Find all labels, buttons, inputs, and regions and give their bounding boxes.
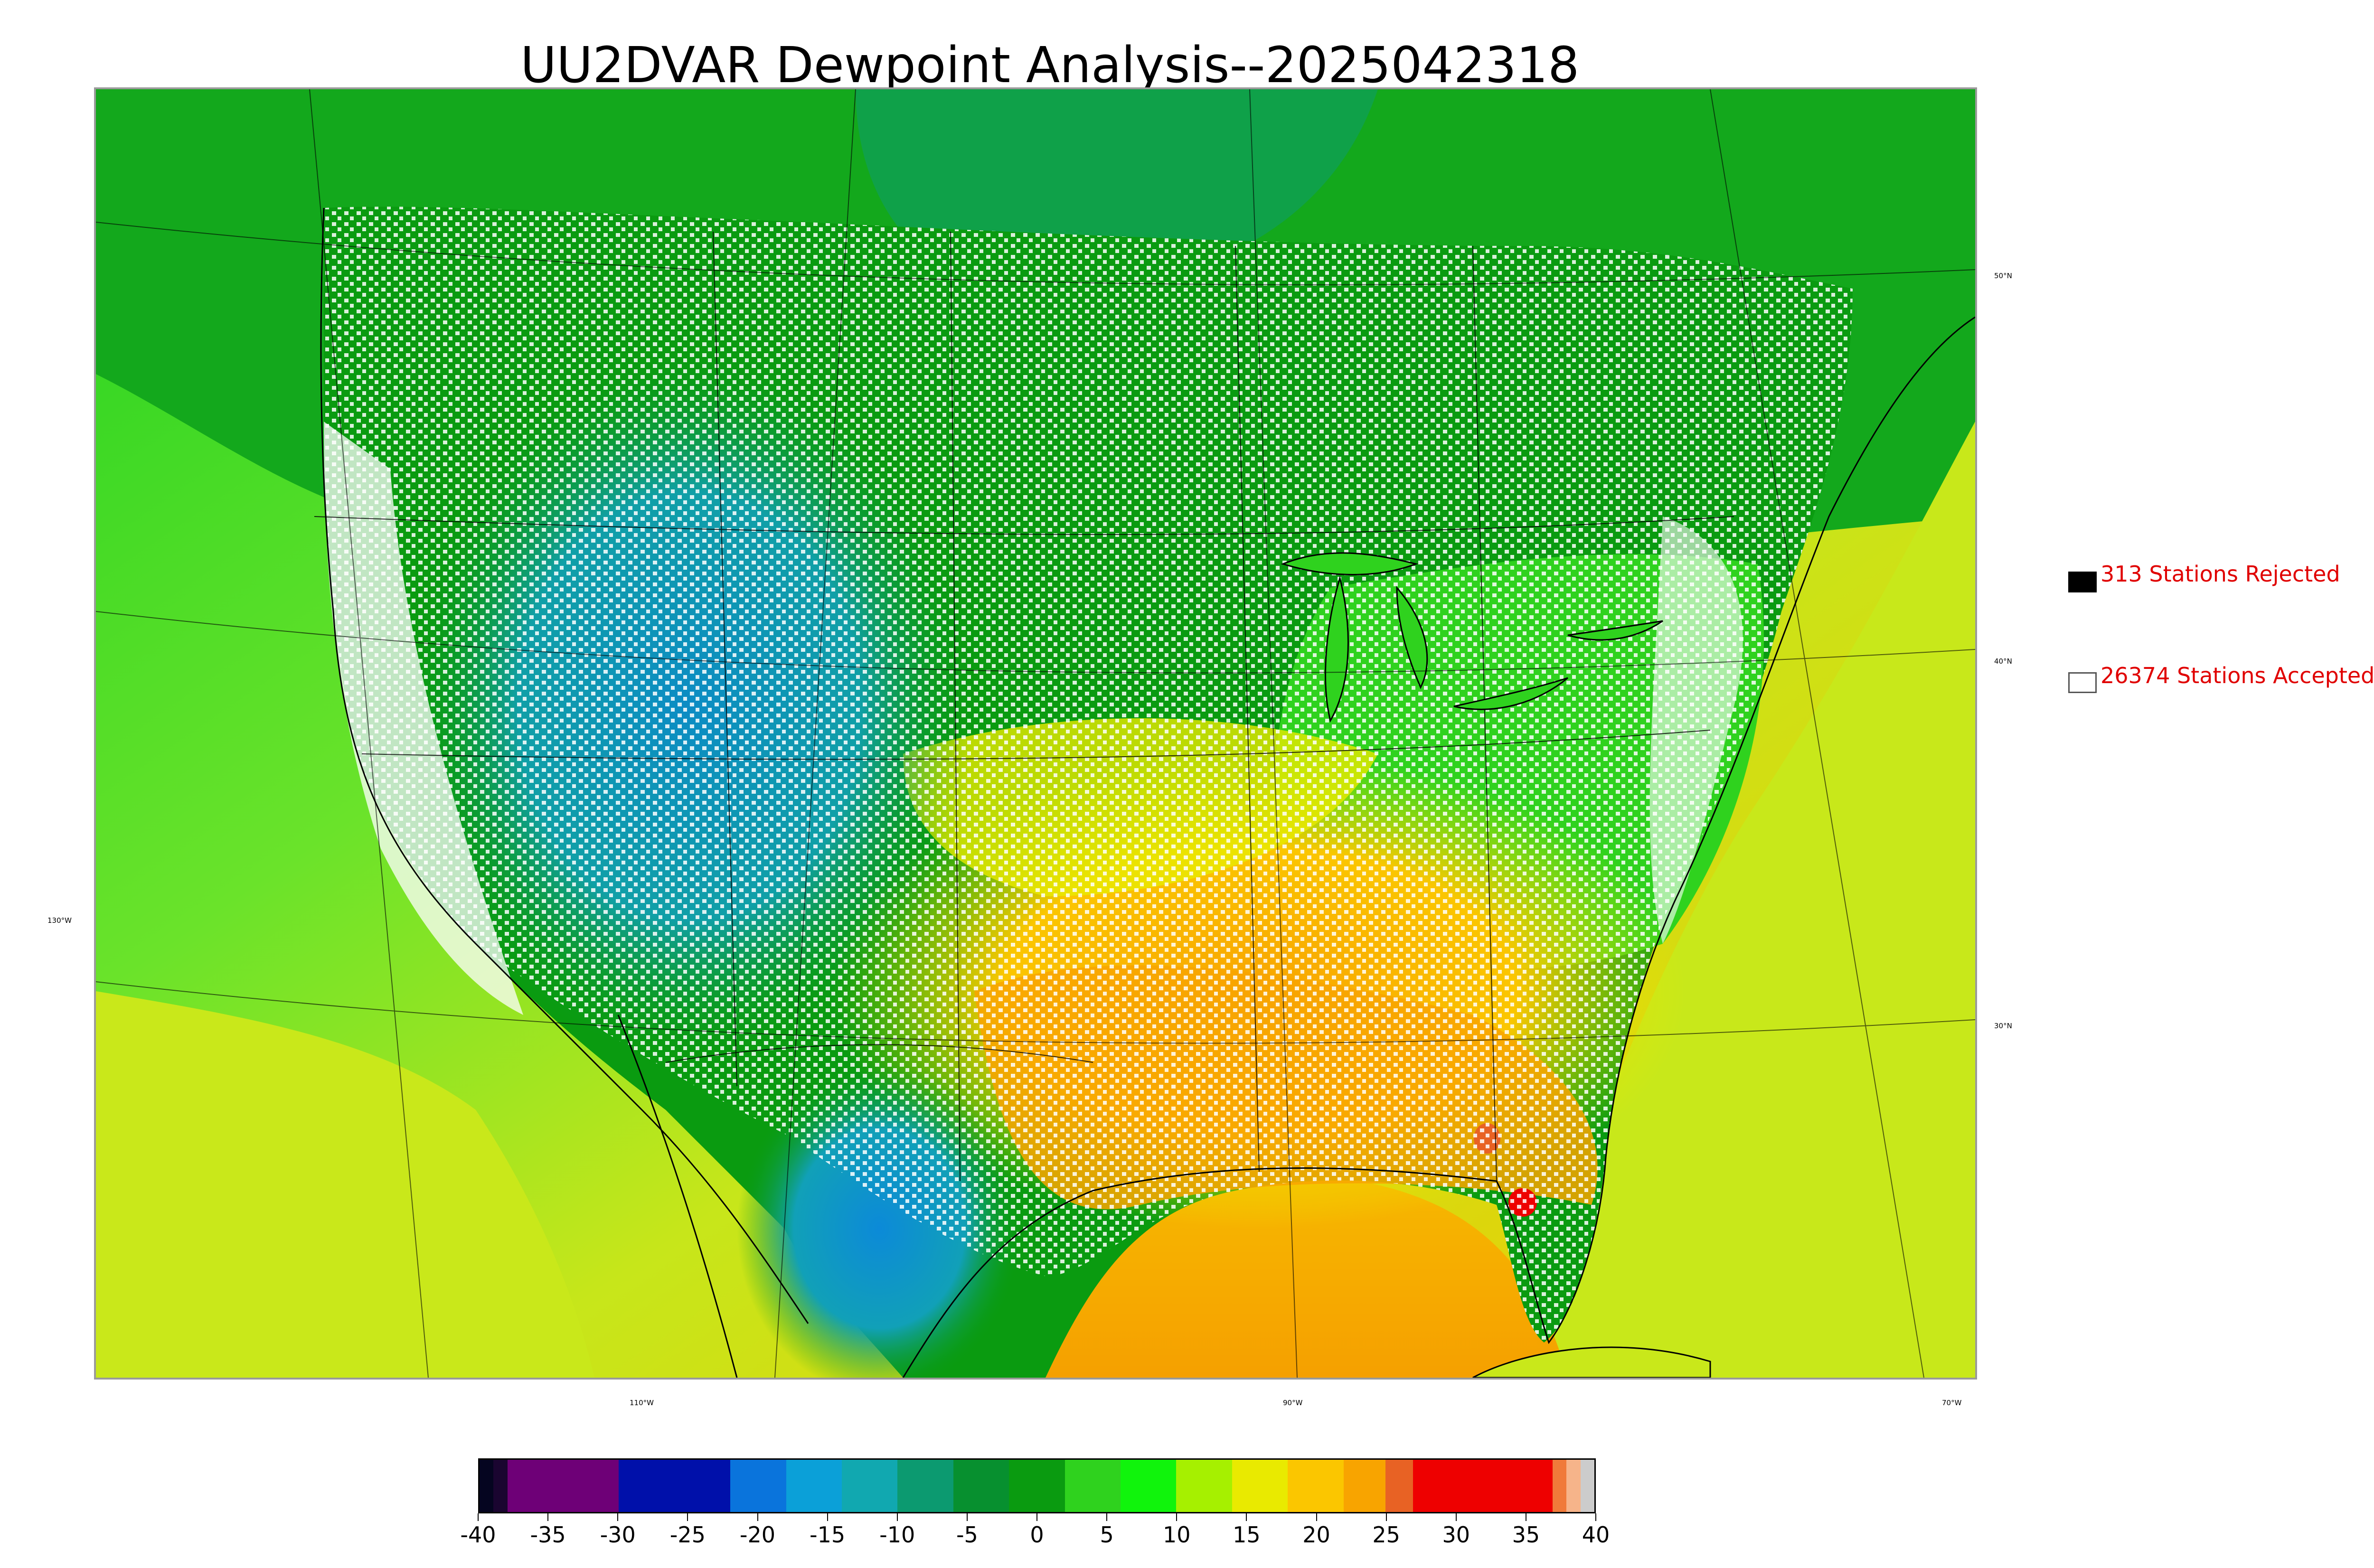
colorbar-segment — [1385, 1460, 1413, 1512]
lon-label-90w: 90°W — [1283, 1399, 1303, 1407]
lon-label-110w: 110°W — [630, 1399, 654, 1407]
colorbar-segment — [842, 1460, 898, 1512]
colorbar-segment — [1552, 1460, 1567, 1512]
colorbar-tick — [617, 1513, 619, 1521]
colorbar-segment — [480, 1460, 494, 1512]
rejected-swatch — [2068, 572, 2097, 592]
colorbar-segment — [897, 1460, 953, 1512]
colorbar-tick — [1176, 1513, 1178, 1521]
lon-label-130w: 130°W — [47, 916, 72, 925]
colorbar-tick-label: 15 — [1233, 1522, 1261, 1548]
colorbar-tick — [1036, 1513, 1037, 1521]
east-coast-stations — [1649, 516, 1743, 944]
colorbar-segment — [1343, 1460, 1385, 1512]
colorbar-segment — [619, 1460, 731, 1512]
colorbar — [478, 1458, 1596, 1513]
colorbar-tick-label: 20 — [1302, 1522, 1330, 1548]
colorbar-tick-label: 10 — [1162, 1522, 1191, 1548]
map-canvas — [96, 89, 1975, 1378]
colorbar-tick — [1385, 1513, 1387, 1521]
lat-label-40n: 40°N — [1994, 657, 2012, 666]
accepted-stations — [324, 207, 1853, 1343]
map-title: UU2DVAR Dewpoint Analysis--2025042318 — [520, 36, 1580, 94]
colorbar-tick-label: -30 — [600, 1522, 636, 1548]
graticule — [96, 89, 1975, 1378]
colorbar-tick — [1106, 1513, 1108, 1521]
colorbar-tick-label: 0 — [1030, 1522, 1044, 1548]
colorbar-segment — [1009, 1460, 1065, 1512]
colorbar-tick-label: 30 — [1442, 1522, 1470, 1548]
coastlines — [320, 207, 1975, 1378]
colorbar-tick — [896, 1513, 898, 1521]
great-lakes — [1281, 552, 1663, 723]
lat-label-50n: 50°N — [1994, 272, 2012, 280]
colorbar-tick-label: -25 — [669, 1522, 706, 1548]
colorbar-tick — [1246, 1513, 1247, 1521]
colorbar-tick — [827, 1513, 828, 1521]
accepted-swatch — [2068, 672, 2097, 693]
colorbar-tick-label: 5 — [1100, 1522, 1114, 1548]
colorbar-tick — [757, 1513, 758, 1521]
colorbar-segment — [1176, 1460, 1232, 1512]
colorbar-tick — [1595, 1513, 1596, 1521]
colorbar-segment — [507, 1460, 619, 1512]
state-borders — [314, 231, 1734, 1182]
accepted-label: 26374 Stations Accepted — [2101, 663, 2374, 688]
atlantic-field — [1520, 422, 1975, 1378]
rejected-label: 313 Stations Rejected — [2101, 561, 2340, 587]
colorbar-tick-label: 40 — [1582, 1522, 1610, 1548]
colorbar-segment — [1413, 1460, 1553, 1512]
colorbar-tick — [966, 1513, 968, 1521]
colorbar-tick — [1316, 1513, 1317, 1521]
colorbar-segment — [493, 1460, 508, 1512]
colorbar-ticks: -40 -35 -30 -25 -20 -15 -10 -5 0 5 10 15 20 25 30 35 40 — [460, 1513, 1610, 1556]
lon-label-70w: 70°W — [1942, 1399, 1962, 1407]
colorbar-segment — [1288, 1460, 1344, 1512]
colorbar-tick — [687, 1513, 688, 1521]
colorbar-tick-label: 25 — [1372, 1522, 1400, 1548]
colorbar-tick-label: -40 — [460, 1522, 496, 1548]
colorbar-segment — [786, 1460, 842, 1512]
lat-label-30n: 30°N — [1994, 1022, 2012, 1030]
dewpoint-map — [94, 87, 1977, 1380]
colorbar-tick-label: -15 — [810, 1522, 846, 1548]
colorbar-tick — [547, 1513, 549, 1521]
colorbar-tick-label: -35 — [530, 1522, 566, 1548]
west-coast-stations — [324, 422, 523, 1015]
colorbar-segment — [1580, 1460, 1594, 1512]
colorbar-segment — [730, 1460, 786, 1512]
colorbar-tick — [1455, 1513, 1457, 1521]
colorbar-segment — [1566, 1460, 1581, 1512]
colorbar-tick-label: 35 — [1512, 1522, 1540, 1548]
colorbar-tick-label: -5 — [956, 1522, 978, 1548]
colorbar-tick-label: -10 — [879, 1522, 915, 1548]
colorbar-segment — [1232, 1460, 1288, 1512]
pacific-south-field — [96, 991, 594, 1378]
colorbar-segment — [1121, 1460, 1177, 1512]
colorbar-segment — [953, 1460, 1009, 1512]
cuba — [1472, 1346, 1711, 1378]
colorbar-segment — [1065, 1460, 1121, 1512]
colorbar-tick-label: -20 — [739, 1522, 776, 1548]
colorbar-tick — [478, 1513, 479, 1521]
